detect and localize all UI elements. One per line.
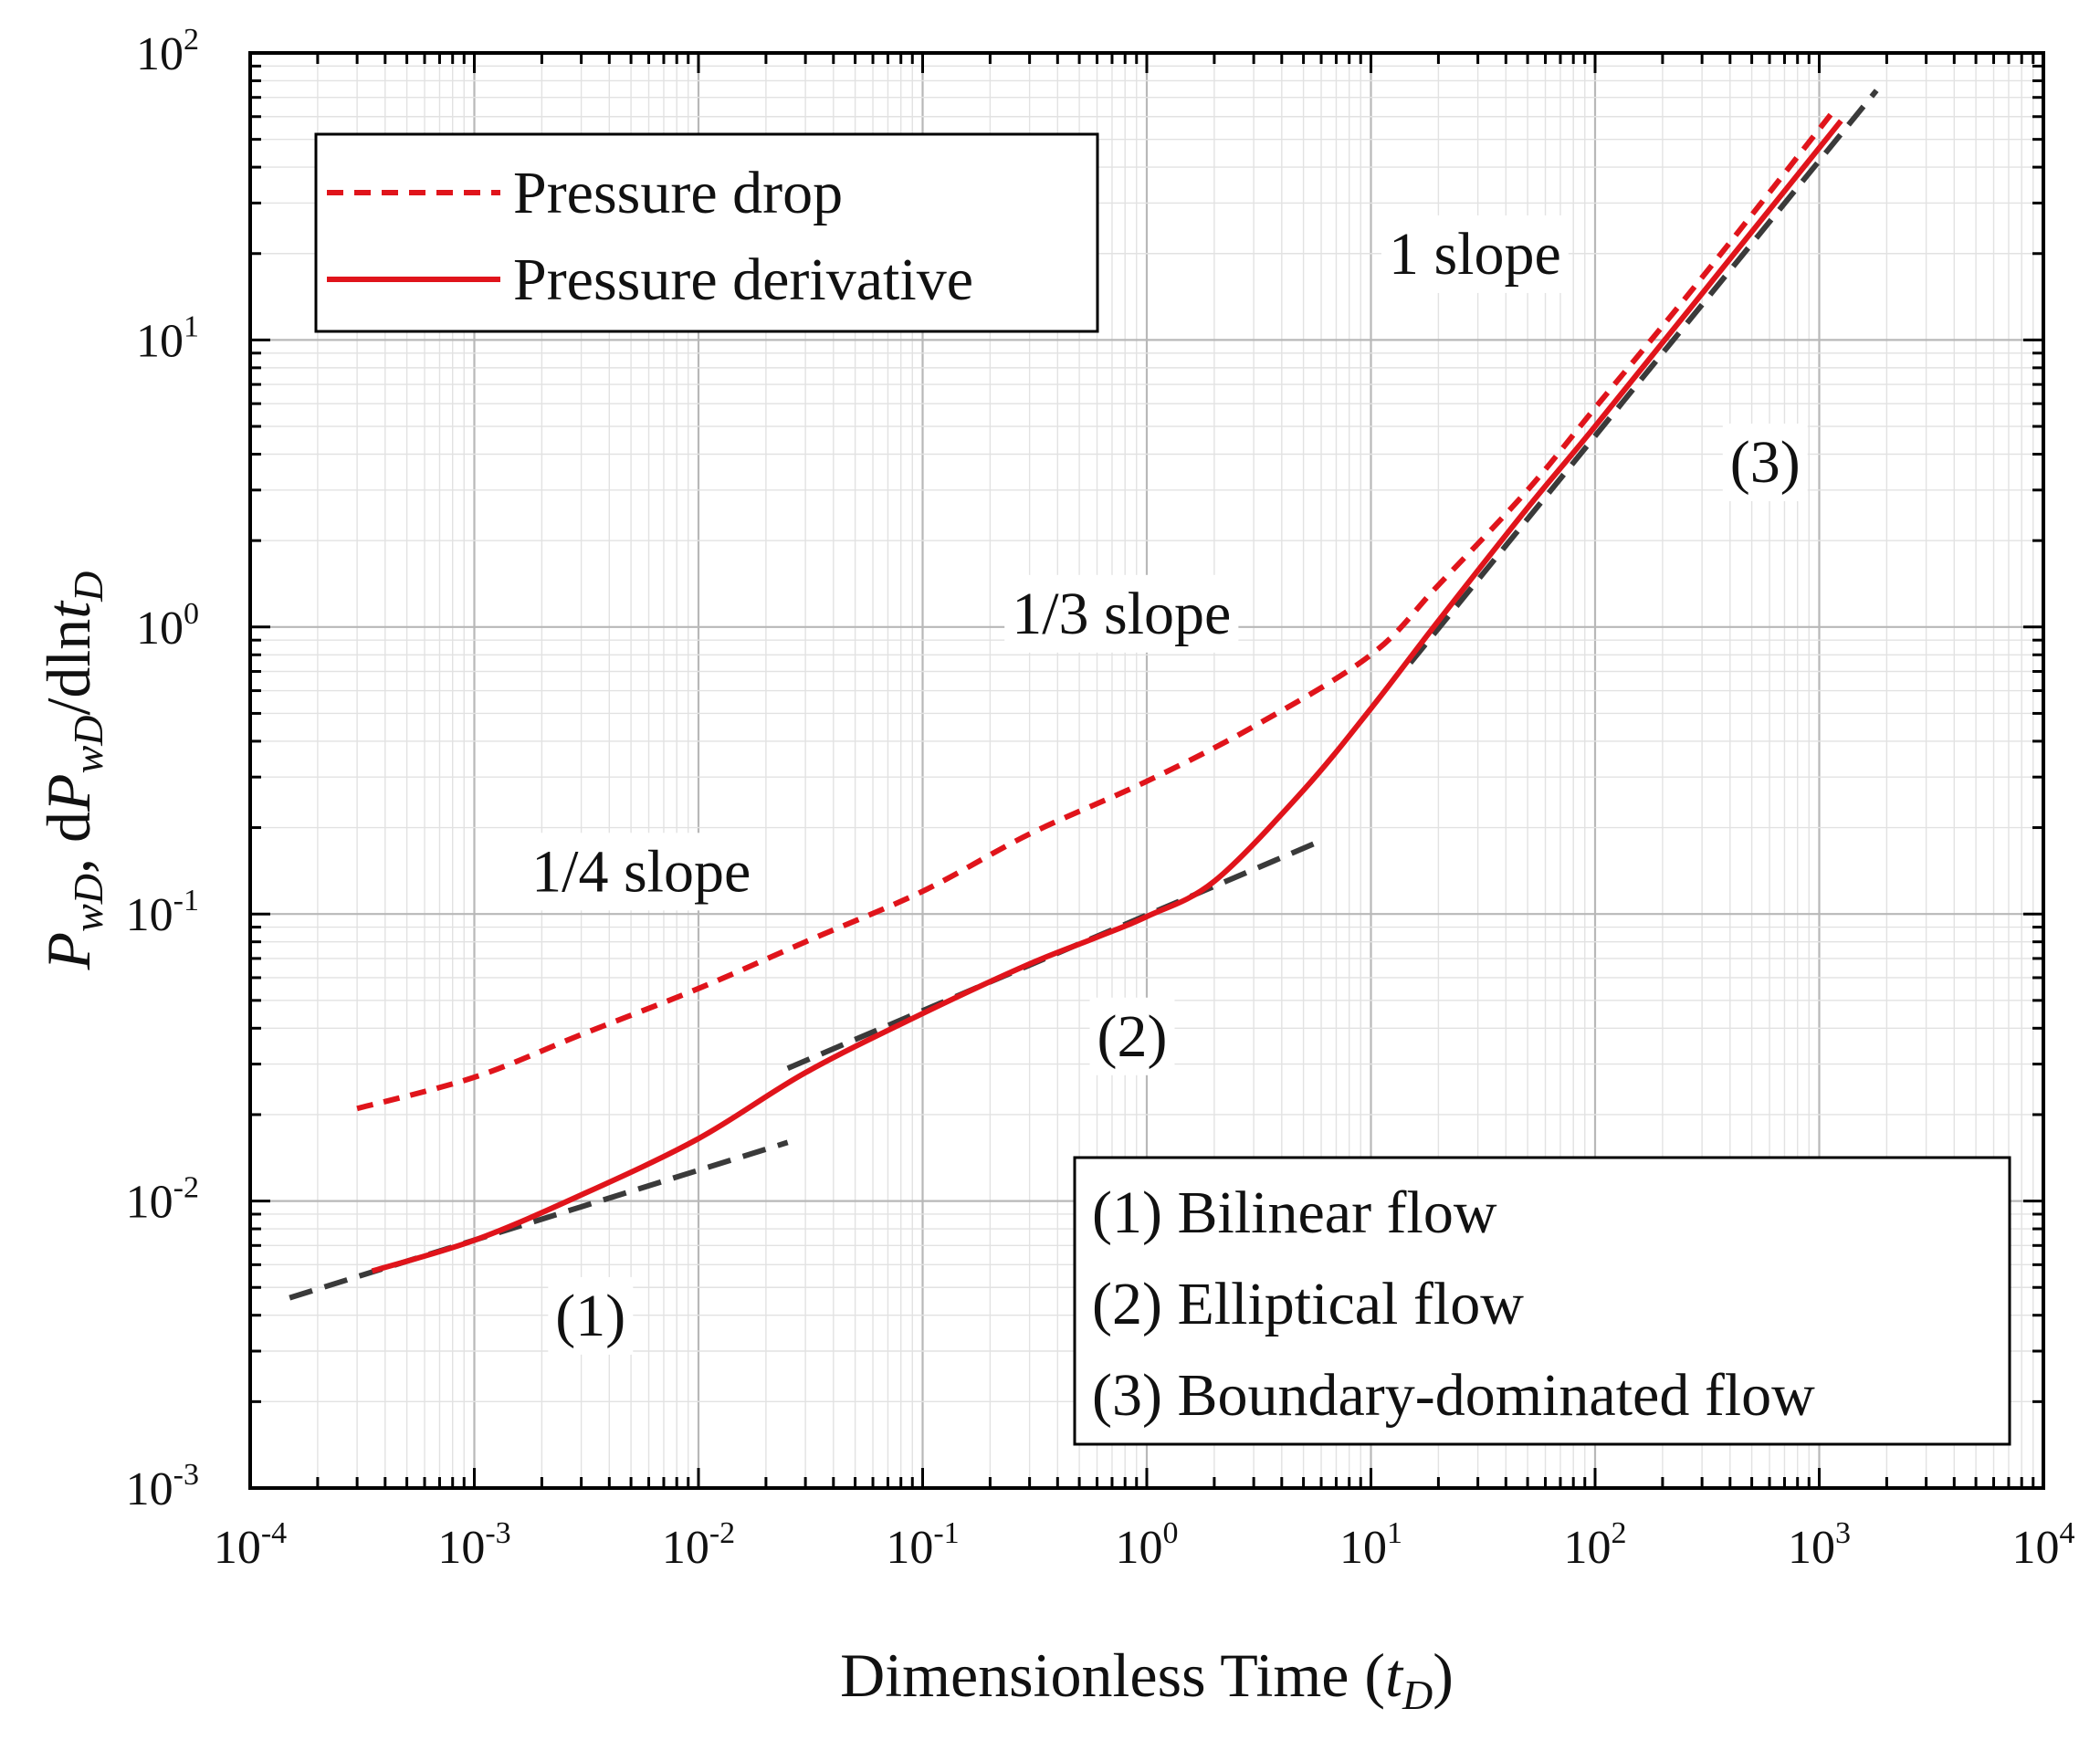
annotations: 1/4 slope 1/3 slope 1 slope (1) (2) (3) bbox=[524, 215, 1808, 1355]
series-pressure-drop bbox=[356, 104, 1840, 1112]
annotation-background-label-1 bbox=[548, 1276, 634, 1355]
legend-box bbox=[314, 132, 1099, 333]
x-tick-label: 102 bbox=[1564, 1516, 1627, 1574]
annotation-background-one bbox=[1381, 215, 1569, 293]
annotation-label-2: (2) bbox=[1097, 1003, 1168, 1070]
y-axis-title: PwD, dPwD/dlntD bbox=[34, 571, 111, 971]
annotation-third: 1/3 slope bbox=[1012, 581, 1231, 647]
y-tick-label: 101 bbox=[136, 309, 199, 367]
legend-label-pressure-drop: Pressure drop bbox=[513, 160, 843, 226]
x-tick-label: 103 bbox=[1788, 1516, 1851, 1574]
annotation-quarter: 1/4 slope bbox=[531, 838, 751, 905]
annotation-background-label-3 bbox=[1722, 423, 1808, 501]
slope-reference-line bbox=[786, 838, 1323, 1071]
annotation-background-quarter bbox=[524, 833, 759, 911]
slope-reference-line bbox=[289, 1139, 789, 1301]
flow-regime-bilinear: (1) Bilinear flow bbox=[1092, 1179, 1497, 1246]
annotation-background-third bbox=[1004, 574, 1239, 653]
slope-reference-line bbox=[1408, 89, 1879, 665]
ticks: 10-4 10-3 10-2 10-1 100 101 102 103 104 10-3 10-2 1… bbox=[126, 23, 2075, 1574]
series bbox=[289, 89, 1879, 1301]
y-tick-label: 102 bbox=[136, 23, 199, 80]
y-tick-label: 10-3 bbox=[126, 1458, 199, 1515]
x-tick-label: 10-3 bbox=[437, 1516, 510, 1574]
x-axis-title: Dimensionless Time (tD) bbox=[840, 1640, 1454, 1718]
legend-label-pressure-derivative: Pressure derivative bbox=[513, 246, 973, 313]
x-tick-label: 10-1 bbox=[886, 1516, 959, 1574]
x-tick-label: 101 bbox=[1339, 1516, 1402, 1574]
y-tick-label: 10-1 bbox=[126, 884, 199, 941]
series-pressure-derivative bbox=[371, 119, 1843, 1274]
flow-regime-elliptical: (2) Elliptical flow bbox=[1092, 1271, 1524, 1337]
x-tick-label: 104 bbox=[2012, 1516, 2075, 1574]
x-tick-label: 10-4 bbox=[214, 1516, 287, 1574]
annotation-background-label-2 bbox=[1089, 997, 1175, 1075]
flow-regime-boundary-dominated: (3) Boundary-dominated flow bbox=[1092, 1362, 1815, 1429]
annotation-label-1: (1) bbox=[555, 1283, 625, 1349]
annotation-one: 1 slope bbox=[1389, 221, 1561, 288]
x-tick-label: 100 bbox=[1116, 1516, 1179, 1574]
flow-regime-frame bbox=[1073, 1156, 2011, 1446]
y-tick-label: 100 bbox=[136, 597, 199, 655]
flow-regime-box: (1) Bilinear flow (2) Elliptical flow (3… bbox=[1073, 1156, 2011, 1446]
annotation-label-3: (3) bbox=[1730, 429, 1801, 496]
legend: Pressure drop Pressure derivative bbox=[314, 132, 1099, 333]
x-tick-label: 10-2 bbox=[662, 1516, 735, 1574]
y-tick-label: 10-2 bbox=[126, 1171, 199, 1229]
